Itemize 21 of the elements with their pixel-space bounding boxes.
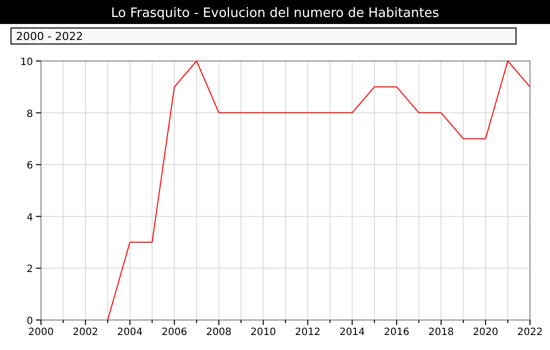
y-tick-label: 8 <box>26 108 33 120</box>
y-tick-label: 4 <box>26 212 33 224</box>
x-tick-label: 2004 <box>117 327 143 338</box>
x-tick-label: 2012 <box>295 327 320 338</box>
y-tick-label: 10 <box>20 57 33 68</box>
x-tick-label: 2000 <box>28 327 54 338</box>
x-tick-label: 2016 <box>384 327 410 338</box>
y-tick-label: 6 <box>26 160 33 172</box>
x-tick-label: 2002 <box>72 327 98 338</box>
x-tick-label: 2014 <box>339 327 365 338</box>
x-tick-label: 2018 <box>428 327 454 338</box>
y-tick-label: 0 <box>26 316 33 327</box>
x-tick-label: 2008 <box>206 327 232 338</box>
x-tick-label: 2010 <box>250 327 276 338</box>
x-tick-label: 2020 <box>472 327 498 338</box>
line-series <box>107 60 530 320</box>
x-tick-label: 2006 <box>162 327 188 338</box>
x-tick-label: 2022 <box>517 327 543 338</box>
y-tick-label: 2 <box>26 264 33 276</box>
chart-title: Lo Frasquito - Evolucion del numero de Habitantes <box>110 6 440 21</box>
text: 2000 - 2022 <box>16 30 83 43</box>
